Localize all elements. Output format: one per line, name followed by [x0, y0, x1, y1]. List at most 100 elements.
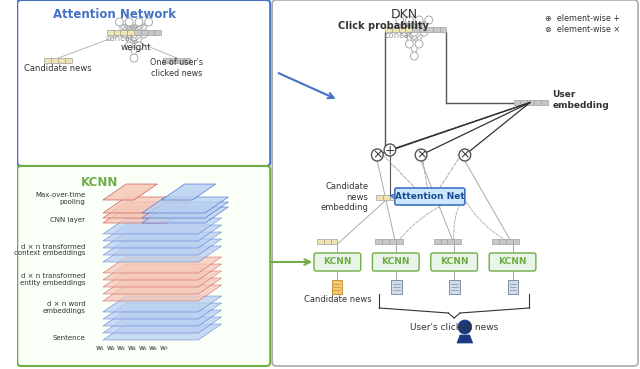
Bar — [184, 58, 191, 63]
Bar — [113, 30, 120, 35]
Bar — [65, 58, 72, 63]
Bar — [520, 100, 527, 105]
Circle shape — [458, 320, 472, 334]
FancyBboxPatch shape — [372, 253, 419, 271]
Bar — [127, 30, 134, 35]
FancyBboxPatch shape — [17, 0, 270, 166]
Circle shape — [410, 52, 418, 60]
FancyBboxPatch shape — [17, 166, 270, 366]
Bar — [419, 27, 426, 32]
Text: Candidate
news
embedding: Candidate news embedding — [321, 182, 369, 212]
Circle shape — [425, 16, 433, 24]
FancyBboxPatch shape — [272, 0, 638, 366]
Polygon shape — [103, 246, 221, 262]
Bar — [332, 280, 342, 294]
Text: KCNN: KCNN — [499, 258, 527, 266]
Circle shape — [140, 30, 148, 38]
Bar — [506, 239, 513, 244]
Polygon shape — [103, 257, 221, 273]
Text: User
embedding: User embedding — [552, 90, 609, 110]
Bar — [434, 239, 440, 244]
FancyBboxPatch shape — [489, 253, 536, 271]
Text: ×: × — [372, 148, 383, 162]
Bar — [541, 100, 548, 105]
Polygon shape — [103, 285, 221, 301]
Bar — [447, 239, 454, 244]
Bar — [154, 30, 161, 35]
Polygon shape — [103, 184, 157, 200]
Bar — [527, 100, 534, 105]
Text: ⊕  element-wise +: ⊕ element-wise + — [545, 14, 620, 23]
Text: w₄: w₄ — [127, 345, 136, 351]
Text: w₇: w₇ — [160, 345, 168, 351]
Circle shape — [415, 16, 423, 24]
Bar — [449, 280, 460, 294]
Circle shape — [410, 28, 418, 36]
Bar — [426, 27, 433, 32]
Bar — [389, 239, 396, 244]
Circle shape — [120, 30, 128, 38]
Text: Sentence: Sentence — [52, 335, 85, 341]
Polygon shape — [457, 335, 472, 343]
Bar — [399, 27, 406, 32]
Text: weight: weight — [120, 43, 151, 52]
Bar — [508, 280, 518, 294]
Bar — [317, 239, 324, 244]
Text: One of user's
clicked news: One of user's clicked news — [150, 58, 204, 78]
Bar — [440, 239, 447, 244]
Bar — [412, 27, 419, 32]
Polygon shape — [103, 218, 221, 234]
Polygon shape — [103, 264, 221, 280]
Circle shape — [116, 18, 124, 26]
Text: w₂: w₂ — [106, 345, 115, 351]
Bar — [177, 58, 184, 63]
Polygon shape — [103, 197, 189, 213]
Bar — [513, 239, 519, 244]
Bar — [163, 58, 170, 63]
Bar — [454, 239, 461, 244]
Bar — [324, 239, 331, 244]
Bar — [120, 30, 127, 35]
Bar — [45, 58, 51, 63]
Circle shape — [406, 40, 413, 48]
Circle shape — [401, 28, 408, 36]
Bar — [331, 239, 337, 244]
Polygon shape — [103, 202, 189, 218]
Bar — [392, 27, 399, 32]
Bar — [148, 30, 154, 35]
Text: d × n transformed
entity embeddings: d × n transformed entity embeddings — [20, 273, 85, 286]
Circle shape — [130, 30, 138, 38]
Polygon shape — [103, 225, 221, 241]
Polygon shape — [161, 184, 216, 200]
Bar — [492, 239, 499, 244]
Bar — [134, 30, 141, 35]
Text: KCNN: KCNN — [381, 258, 410, 266]
Polygon shape — [103, 310, 221, 326]
Text: ⊗  element-wise ×: ⊗ element-wise × — [545, 24, 620, 34]
Text: d × n word
embeddings: d × n word embeddings — [42, 301, 85, 314]
Text: +: + — [385, 144, 396, 156]
Bar — [382, 239, 389, 244]
Bar — [513, 100, 520, 105]
Text: w₅: w₅ — [138, 345, 147, 351]
Polygon shape — [142, 207, 228, 223]
Bar — [375, 239, 382, 244]
FancyBboxPatch shape — [431, 253, 477, 271]
Polygon shape — [103, 232, 221, 248]
Polygon shape — [142, 197, 228, 213]
Text: w₁: w₁ — [95, 345, 104, 351]
Circle shape — [384, 144, 396, 156]
Circle shape — [135, 18, 143, 26]
Text: w₃: w₃ — [117, 345, 125, 351]
Text: Click probability: Click probability — [339, 21, 429, 31]
Circle shape — [459, 149, 470, 161]
Polygon shape — [103, 278, 221, 294]
Bar — [51, 58, 58, 63]
Bar — [385, 27, 392, 32]
Text: User's clicked news: User's clicked news — [410, 324, 499, 332]
Circle shape — [145, 18, 152, 26]
Circle shape — [415, 149, 427, 161]
Circle shape — [125, 42, 133, 50]
Circle shape — [396, 16, 404, 24]
Bar — [440, 27, 446, 32]
